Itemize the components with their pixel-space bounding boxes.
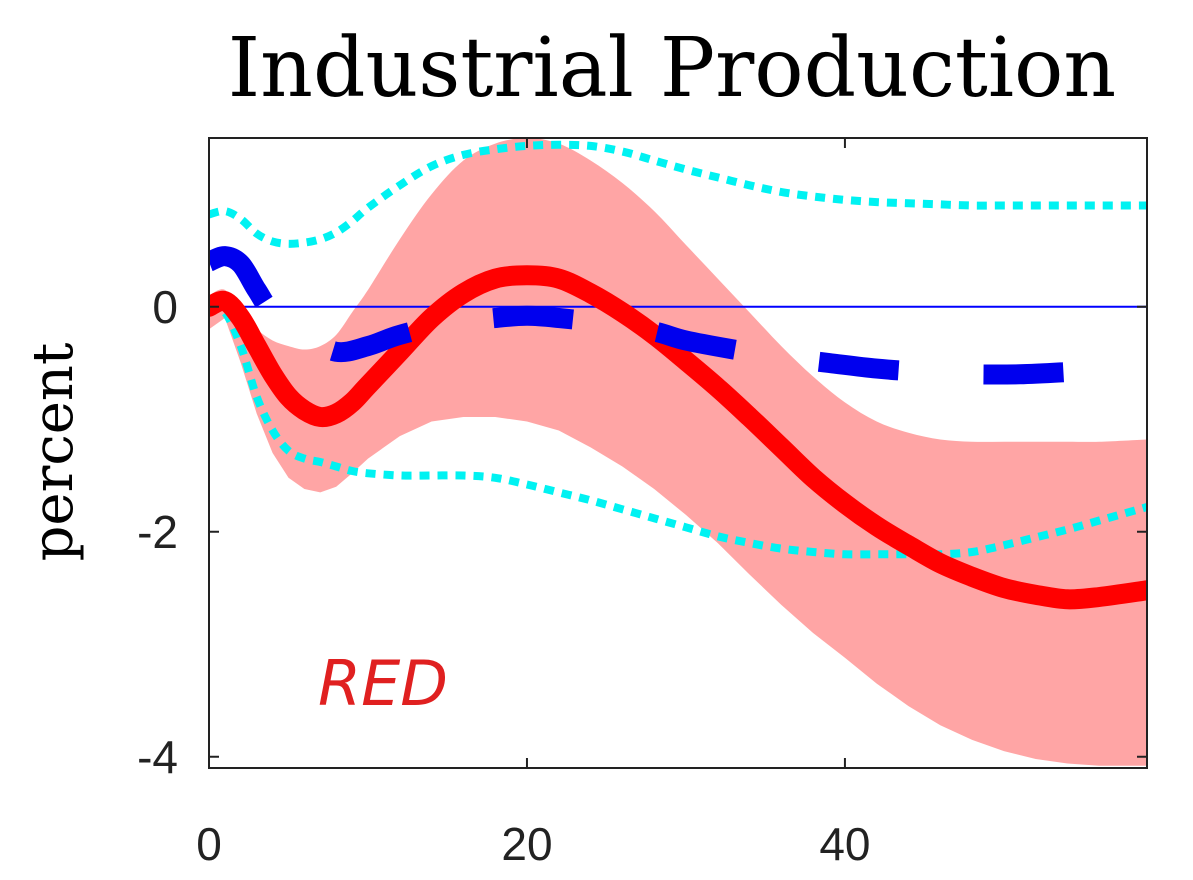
y-axis-label: percent — [21, 342, 86, 561]
upper-dotted-bound — [209, 140, 1147, 248]
plot-series — [209, 138, 1147, 766]
x-tick-label: 40 — [819, 818, 870, 870]
y-tick-label: 0 — [152, 281, 178, 333]
x-tick-label: 0 — [196, 818, 222, 870]
plot-frame — [208, 137, 1148, 769]
x-tick-label: 20 — [501, 818, 552, 870]
y-tick-label: -4 — [137, 731, 178, 783]
y-tick-label: -2 — [137, 506, 178, 558]
red-solid-line — [209, 265, 1147, 610]
axis-ticks: 0 20 40 0 -2 -4 — [137, 138, 1147, 870]
lower-dotted-bound — [209, 302, 1147, 559]
red-annotation: RED — [318, 647, 448, 720]
chart-title: Industrial Production — [228, 21, 1116, 116]
